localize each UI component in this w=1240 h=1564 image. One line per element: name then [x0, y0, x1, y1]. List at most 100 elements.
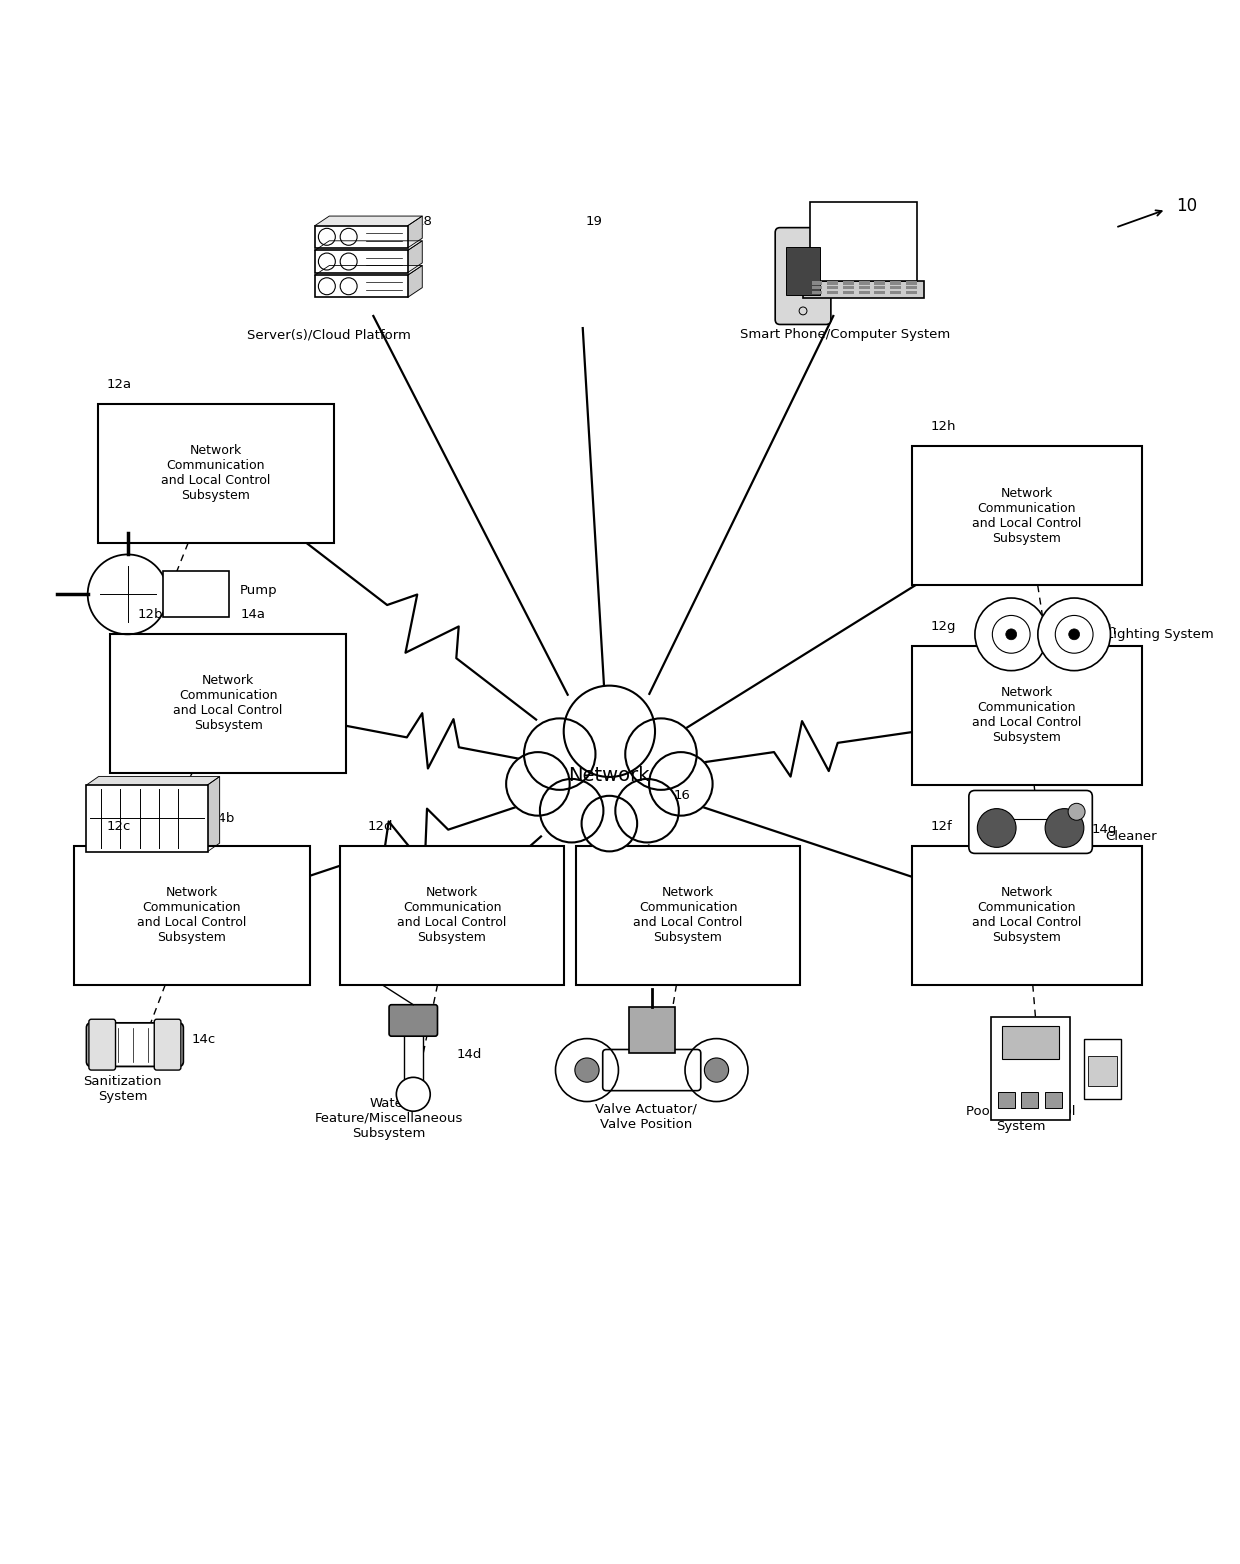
FancyBboxPatch shape: [843, 291, 854, 294]
FancyBboxPatch shape: [911, 846, 1142, 985]
Circle shape: [564, 685, 655, 777]
Text: Water
Feature/Miscellaneous
Subsystem: Water Feature/Miscellaneous Subsystem: [315, 1096, 464, 1140]
Text: 12b: 12b: [138, 608, 162, 621]
Text: 12d: 12d: [367, 820, 393, 834]
Polygon shape: [315, 266, 423, 275]
Text: Network
Communication
and Local Control
Subsystem: Network Communication and Local Control …: [634, 887, 743, 945]
FancyBboxPatch shape: [890, 291, 901, 294]
Circle shape: [582, 796, 637, 851]
FancyBboxPatch shape: [110, 633, 346, 773]
Text: 12g: 12g: [930, 619, 956, 633]
FancyBboxPatch shape: [403, 1031, 423, 1095]
FancyBboxPatch shape: [786, 247, 821, 294]
FancyBboxPatch shape: [89, 1020, 115, 1070]
FancyBboxPatch shape: [890, 282, 901, 285]
FancyBboxPatch shape: [340, 846, 564, 985]
FancyBboxPatch shape: [827, 282, 838, 285]
FancyBboxPatch shape: [859, 282, 869, 285]
Text: Heating/Cooling
System: Heating/Cooling System: [91, 845, 197, 873]
FancyBboxPatch shape: [315, 275, 408, 297]
Text: Smart Phone/Computer System: Smart Phone/Computer System: [740, 328, 951, 341]
FancyBboxPatch shape: [911, 646, 1142, 785]
FancyBboxPatch shape: [811, 282, 822, 285]
Text: 12c: 12c: [107, 820, 131, 834]
Circle shape: [397, 1078, 430, 1112]
Circle shape: [684, 1038, 748, 1101]
FancyBboxPatch shape: [827, 286, 838, 289]
Text: Sanitization
System: Sanitization System: [83, 1074, 162, 1103]
Circle shape: [1038, 597, 1111, 671]
FancyBboxPatch shape: [1085, 1038, 1121, 1099]
Text: Network
Communication
and Local Control
Subsystem: Network Communication and Local Control …: [174, 674, 283, 732]
Circle shape: [88, 555, 167, 635]
FancyBboxPatch shape: [804, 282, 924, 297]
FancyBboxPatch shape: [577, 846, 800, 985]
FancyBboxPatch shape: [874, 291, 885, 294]
Circle shape: [704, 1057, 729, 1082]
Circle shape: [556, 1038, 619, 1101]
Polygon shape: [315, 216, 423, 225]
Text: Server(s)/Cloud Platform: Server(s)/Cloud Platform: [247, 328, 410, 341]
Circle shape: [977, 809, 1016, 848]
FancyBboxPatch shape: [906, 282, 916, 285]
Text: Cleaner: Cleaner: [1106, 830, 1157, 843]
FancyBboxPatch shape: [87, 785, 207, 852]
Circle shape: [1006, 629, 1017, 640]
FancyBboxPatch shape: [603, 1049, 701, 1090]
FancyBboxPatch shape: [890, 286, 901, 289]
FancyBboxPatch shape: [911, 446, 1142, 585]
FancyBboxPatch shape: [906, 286, 916, 289]
Text: 10: 10: [1176, 197, 1197, 214]
Text: 12e: 12e: [604, 820, 629, 834]
Text: 16: 16: [673, 790, 691, 802]
Text: 14c: 14c: [192, 1032, 216, 1046]
FancyBboxPatch shape: [968, 790, 1092, 854]
FancyBboxPatch shape: [811, 286, 822, 289]
FancyBboxPatch shape: [997, 1092, 1014, 1107]
Circle shape: [1068, 804, 1085, 820]
Text: 20: 20: [863, 210, 880, 222]
FancyBboxPatch shape: [843, 282, 854, 285]
FancyBboxPatch shape: [874, 286, 885, 289]
FancyBboxPatch shape: [73, 846, 310, 985]
Text: 18: 18: [415, 214, 433, 228]
Text: Network
Communication
and Local Control
Subsystem: Network Communication and Local Control …: [972, 486, 1081, 544]
Text: 14e: 14e: [707, 1051, 732, 1064]
Circle shape: [1045, 809, 1084, 848]
FancyBboxPatch shape: [162, 571, 229, 618]
Circle shape: [1069, 629, 1080, 640]
FancyBboxPatch shape: [1087, 1056, 1117, 1085]
FancyBboxPatch shape: [315, 250, 408, 272]
FancyBboxPatch shape: [810, 202, 916, 282]
Text: 19: 19: [585, 214, 603, 228]
FancyBboxPatch shape: [859, 286, 869, 289]
Circle shape: [615, 779, 678, 843]
FancyBboxPatch shape: [775, 228, 831, 324]
Text: 14a: 14a: [241, 608, 265, 621]
Text: Network
Communication
and Local Control
Subsystem: Network Communication and Local Control …: [397, 887, 507, 945]
Polygon shape: [408, 241, 423, 272]
Text: Network
Communication
and Local Control
Subsystem: Network Communication and Local Control …: [972, 687, 1081, 744]
Text: 12h: 12h: [930, 421, 956, 433]
Text: 14f: 14f: [1087, 1060, 1109, 1073]
FancyBboxPatch shape: [1022, 1092, 1038, 1107]
Polygon shape: [87, 777, 219, 785]
Text: 12f: 12f: [930, 820, 952, 834]
Circle shape: [525, 718, 595, 790]
Text: Network
Communication
and Local Control
Subsystem: Network Communication and Local Control …: [138, 887, 247, 945]
Polygon shape: [408, 266, 423, 297]
FancyBboxPatch shape: [906, 291, 916, 294]
FancyBboxPatch shape: [859, 291, 869, 294]
Text: Network
Communication
and Local Control
Subsystem: Network Communication and Local Control …: [161, 444, 270, 502]
FancyBboxPatch shape: [87, 1023, 184, 1067]
Text: Lighting System: Lighting System: [1106, 627, 1214, 641]
FancyBboxPatch shape: [991, 1018, 1070, 1120]
Circle shape: [575, 1057, 599, 1082]
Text: 14d: 14d: [456, 1048, 482, 1062]
Text: 14g: 14g: [1091, 824, 1116, 837]
FancyBboxPatch shape: [389, 1004, 438, 1037]
Polygon shape: [315, 241, 423, 250]
Polygon shape: [207, 777, 219, 852]
Text: Network: Network: [569, 766, 650, 785]
Circle shape: [539, 779, 604, 843]
